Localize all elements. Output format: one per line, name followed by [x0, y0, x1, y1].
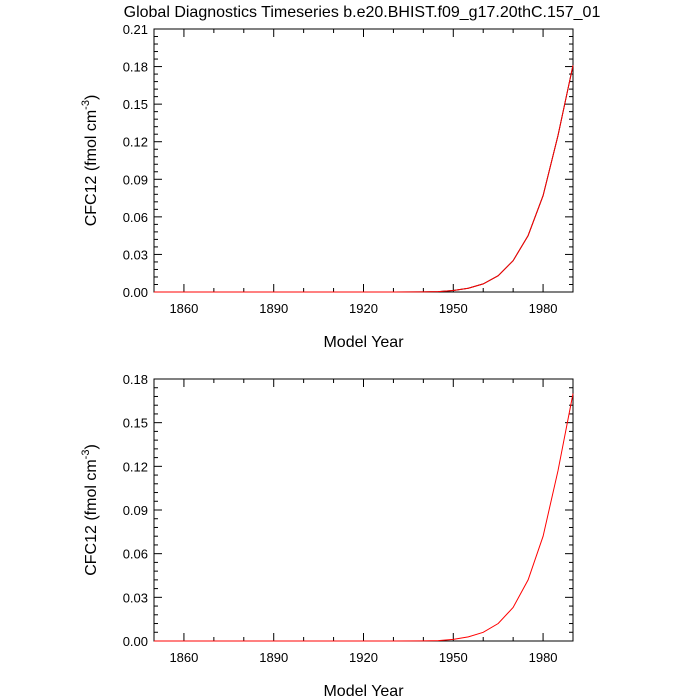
y-tick-label: 0.15	[123, 97, 148, 112]
y-tick-label: 0.06	[123, 210, 148, 225]
y-tick-label: 0.09	[123, 172, 148, 187]
plot-frame	[153, 28, 574, 293]
y-tick-label: 0.18	[123, 372, 148, 387]
series-line-1	[154, 65, 574, 293]
x-tick-label: 1920	[349, 301, 378, 316]
y-tick-label: 0.18	[123, 60, 148, 75]
x-tick-label: 1980	[529, 301, 558, 316]
y-tick-label: 0.03	[123, 247, 148, 262]
x-tick-label: 1950	[439, 301, 468, 316]
y-tick-label: 0.15	[123, 416, 148, 431]
x-axis-label: Model Year	[323, 683, 404, 700]
y-tick-label: 0.09	[123, 503, 148, 518]
y-tick-label: 0.00	[123, 285, 148, 300]
figure-title: Global Diagnostics Timeseries b.e20.BHIS…	[124, 4, 601, 21]
x-tick-label: 1890	[259, 650, 288, 665]
x-tick-label: 1920	[349, 650, 378, 665]
x-tick-label: 1860	[169, 650, 198, 665]
y-tick-label: 0.12	[123, 459, 148, 474]
x-tick-label: 1950	[439, 650, 468, 665]
y-tick-label: 0.12	[123, 135, 148, 150]
chart-panel-2: 1860 1890 1920 1950 1980 0.00 0.03 0.06 0.09 0.12…	[80, 372, 574, 700]
y-tick-label: 0.06	[123, 547, 148, 562]
y-tick-label: 0.03	[123, 590, 148, 605]
series-line-2	[154, 65, 574, 293]
chart-panel-1: 1860 1890 1920 1950 1980 0.00 0.03 0.06 0.09 0.12…	[80, 22, 574, 351]
y-tick-label: 0.21	[123, 22, 148, 37]
x-tick-label: 1860	[169, 301, 198, 316]
plot-frame	[153, 378, 574, 642]
x-tick-label: 1890	[259, 301, 288, 316]
y-axis-label: CFC12 (fmol cm-3)	[80, 95, 100, 227]
x-axis-label: Model Year	[323, 334, 404, 351]
y-axis-label: CFC12 (fmol cm-3)	[80, 444, 100, 576]
y-tick-label: 0.00	[123, 634, 148, 649]
x-tick-label: 1980	[529, 650, 558, 665]
series-line-1	[154, 393, 574, 642]
